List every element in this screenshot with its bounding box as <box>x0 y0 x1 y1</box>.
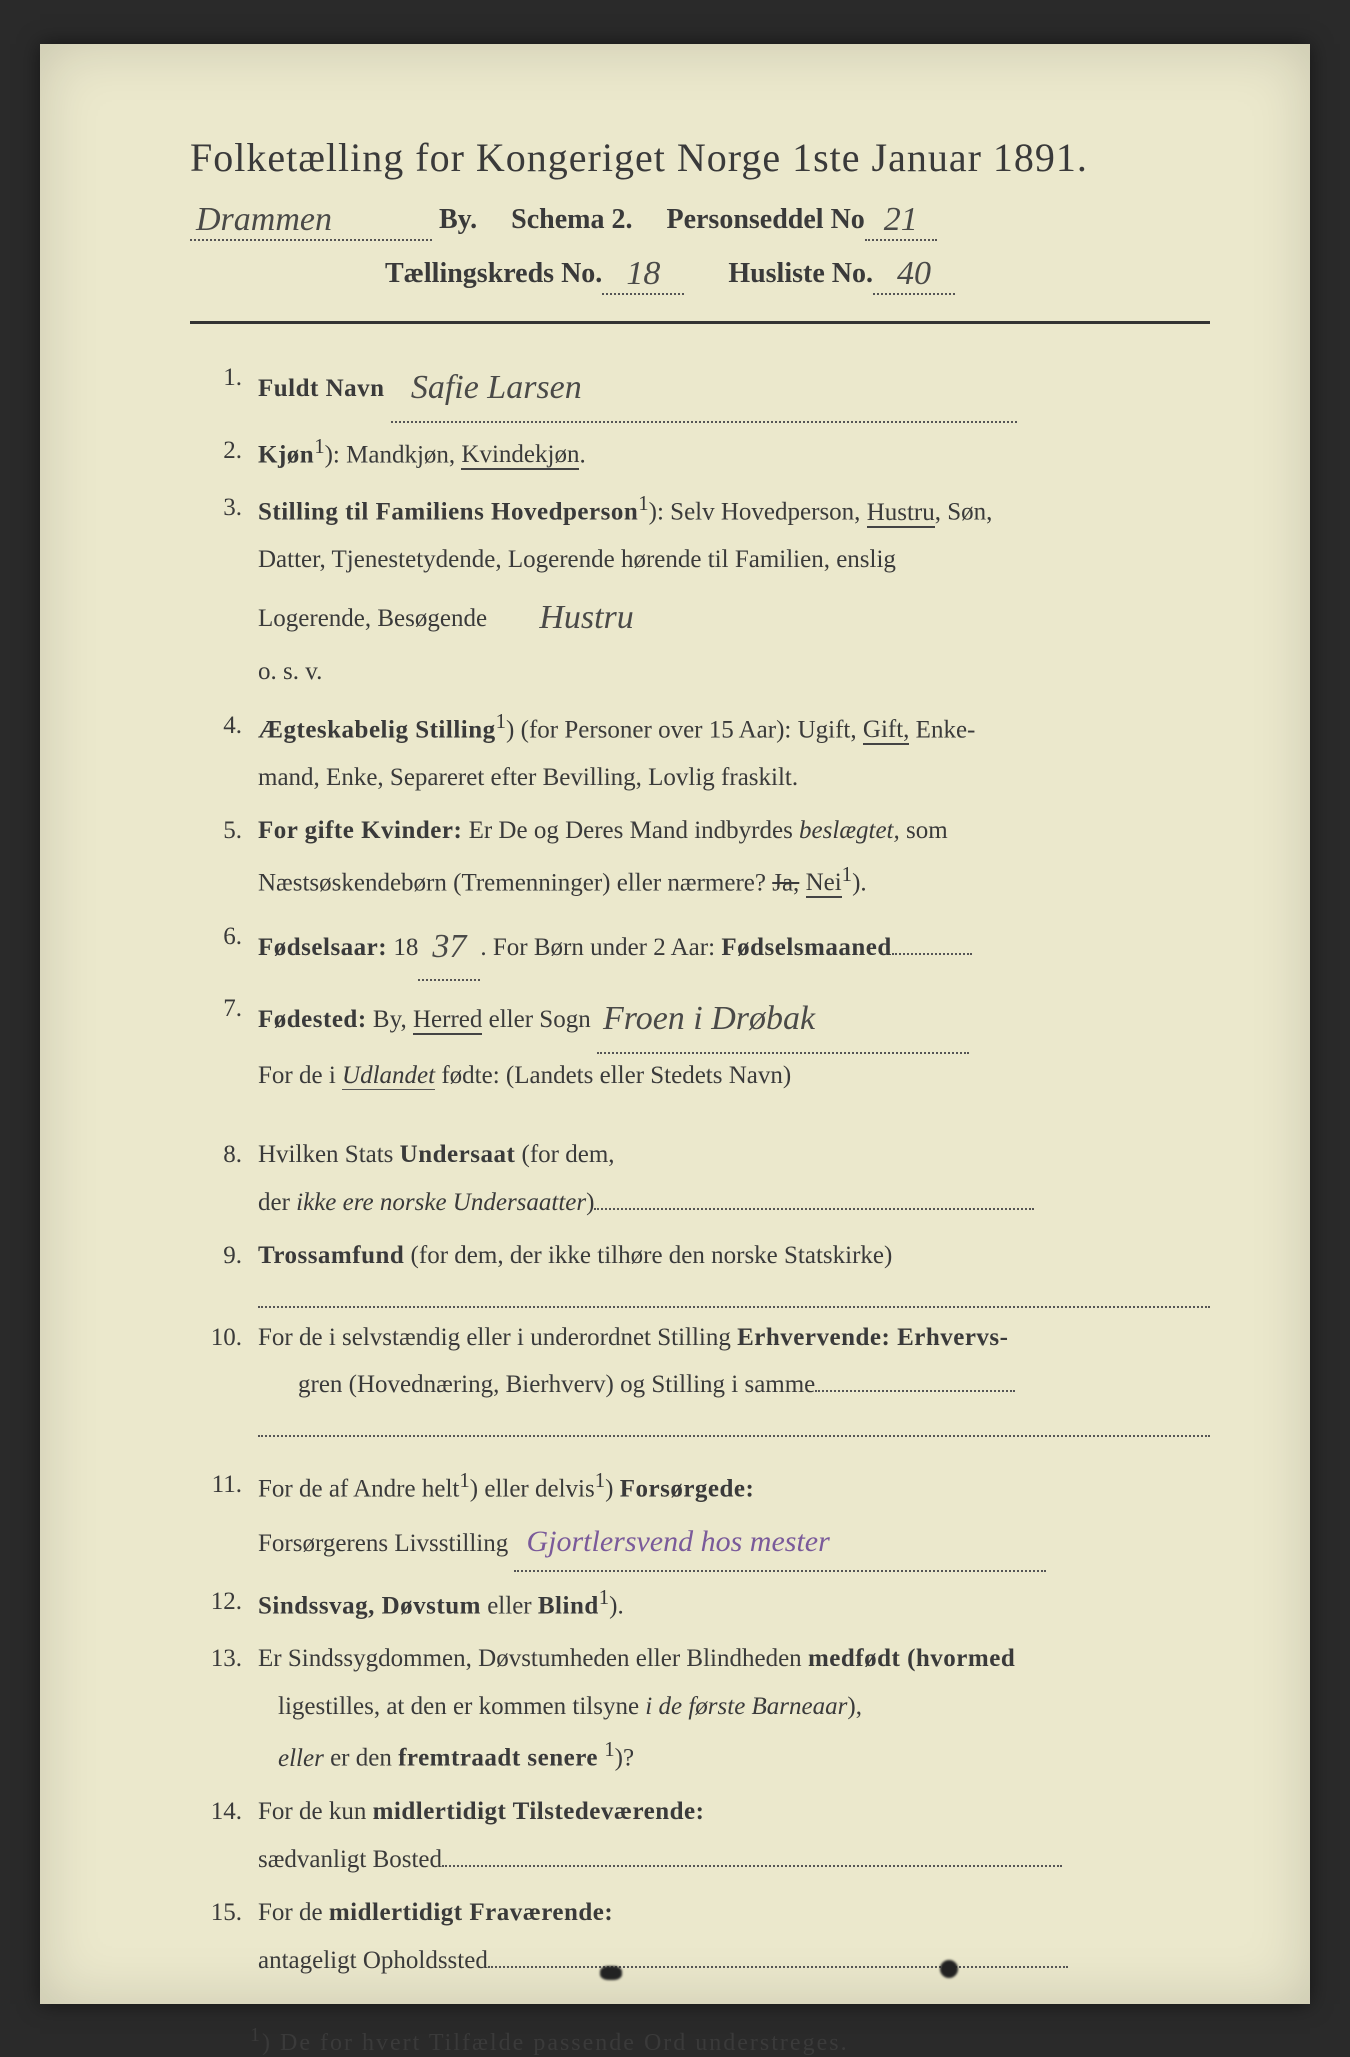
answer-relation: Hustru <box>867 499 935 528</box>
divider-rule <box>190 321 1210 324</box>
answer-herred: Herred <box>413 1006 482 1035</box>
footnote: 1) De for hvert Tilfælde passende Ord un… <box>250 2024 1210 2057</box>
question-4: 4. Ægteskabelig Stilling1) (for Personer… <box>190 702 1210 801</box>
question-5: 5. For gifte Kvinder: Er De og Deres Man… <box>190 807 1210 906</box>
answer-marital: Gift, <box>863 716 910 745</box>
question-1: 1. Fuldt Navn Safie Larsen <box>190 354 1210 421</box>
header-line-1: Drammen By. Schema 2. Personseddel No21 <box>190 199 1210 239</box>
form-title: Folketælling for Kongeriget Norge 1ste J… <box>190 134 1210 181</box>
question-14: 14. For de kun midlertidigt Tilstedevære… <box>190 1788 1210 1883</box>
schema-label: Schema 2. <box>511 204 632 235</box>
kreds-label: Tællingskreds No. <box>385 258 602 289</box>
kreds-no: 18 <box>602 255 684 295</box>
relation-handwritten: Hustru <box>533 599 639 636</box>
question-3: 3. Stilling til Familiens Hovedperson1):… <box>190 484 1210 695</box>
question-15: 15. For de midlertidigt Fraværende: anta… <box>190 1889 1210 1984</box>
struck-ja: Ja, <box>772 869 799 896</box>
answer-sex: Kvindekjøn <box>461 441 579 470</box>
ink-spot-icon <box>600 1966 622 1980</box>
husliste-label: Husliste No. <box>728 258 873 289</box>
city-value: Drammen <box>190 201 432 241</box>
question-12: 12. Sindssvag, Døvstum eller Blind1). <box>190 1578 1210 1630</box>
question-8: 8. Hvilken Stats Undersaat (for dem, der… <box>190 1131 1210 1226</box>
ink-spot-icon <box>940 1960 958 1978</box>
question-9: 9. Trossamfund (for dem, der ikke tilhør… <box>190 1232 1210 1308</box>
document-page: Folketælling for Kongeriget Norge 1ste J… <box>40 44 1310 2004</box>
husliste-no: 40 <box>873 255 955 295</box>
birth-year: 37 <box>418 915 480 982</box>
personseddel-label: Personseddel No <box>666 204 864 235</box>
name-value: Safie Larsen <box>391 356 1017 423</box>
header-line-2: Tællingskreds No.18 Husliste No.40 <box>130 253 1210 293</box>
provider-occupation: Gjortlersvend hos mester <box>514 1513 1046 1572</box>
questions-list: 1. Fuldt Navn Safie Larsen 2. Kjøn1): Ma… <box>190 354 1210 1984</box>
birthplace-value: Froen i Drøbak <box>597 987 969 1054</box>
personseddel-no: 21 <box>865 201 937 241</box>
question-2: 2. Kjøn1): Mandkjøn, Kvindekjøn. <box>190 427 1210 479</box>
question-10: 10. For de i selvstændig eller i underor… <box>190 1314 1210 1437</box>
question-7: 7. Fødested: By, Herred eller Sogn Froen… <box>190 985 1210 1099</box>
question-6: 6. Fødselsaar: 1837. For Børn under 2 Aa… <box>190 913 1210 980</box>
by-label: By. <box>439 204 477 235</box>
question-13: 13. Er Sindssygdommen, Døvstumheden elle… <box>190 1635 1210 1782</box>
question-11: 11. For de af Andre helt1) eller delvis1… <box>190 1461 1210 1572</box>
form-content: Folketælling for Kongeriget Norge 1ste J… <box>190 134 1210 2057</box>
answer-nei: Nei <box>806 869 842 898</box>
